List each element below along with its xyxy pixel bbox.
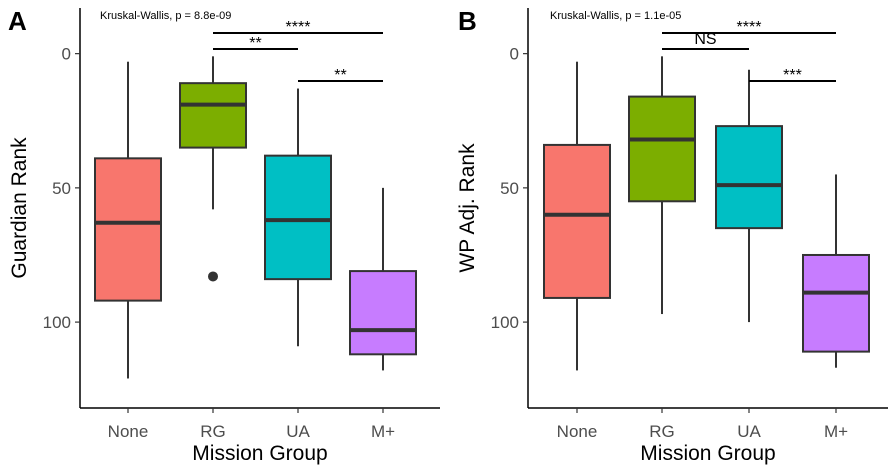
- x-tick-label: RG: [649, 422, 675, 441]
- y-tick-label: 0: [62, 45, 71, 64]
- significance-label: NS: [694, 31, 716, 48]
- box-none: [94, 61, 162, 379]
- panel-label: B: [458, 6, 477, 36]
- x-tick-label: M+: [371, 422, 395, 441]
- x-axis-title: Mission Group: [640, 442, 775, 465]
- box-m-plus: [802, 174, 870, 368]
- x-tick-label: UA: [286, 422, 310, 441]
- y-tick-label: 50: [500, 179, 519, 198]
- x-tick-label: None: [557, 422, 598, 441]
- box-rg: [179, 56, 247, 282]
- x-tick-label: None: [108, 422, 149, 441]
- box-ua: [715, 69, 783, 323]
- box-rect: [715, 125, 783, 230]
- y-tick-label: 100: [43, 313, 71, 332]
- box-ua: [264, 88, 332, 347]
- significance-label: ****: [286, 19, 311, 36]
- y-tick-label: 0: [510, 45, 519, 64]
- x-tick-label: RG: [200, 422, 226, 441]
- box-rect: [179, 82, 247, 149]
- significance-label: **: [249, 35, 261, 52]
- x-axis-title: Mission Group: [192, 442, 327, 465]
- box-m-plus: [349, 187, 417, 371]
- box-none: [543, 61, 611, 371]
- box-rect: [628, 95, 696, 203]
- y-axis-title: WP Adj. Rank: [456, 143, 479, 273]
- y-tick-label: 50: [52, 179, 71, 198]
- box-rect: [264, 154, 332, 281]
- box-rect: [802, 253, 870, 353]
- significance-label: **: [334, 67, 346, 84]
- panel-label: A: [8, 6, 27, 36]
- panel-b: 0 50 100 None RG UA M+ **** NS *** Mission Group WP…: [456, 6, 888, 465]
- kruskal-wallis-annotation: Kruskal-Wallis, p = 8.8e-09: [100, 10, 231, 22]
- significance-label: ****: [737, 19, 762, 36]
- significance-label: ***: [783, 67, 802, 84]
- kruskal-wallis-annotation: Kruskal-Wallis, p = 1.1e-05: [550, 10, 681, 22]
- outlier-point: [208, 271, 218, 282]
- box-rect: [349, 270, 417, 356]
- box-rect: [94, 157, 162, 302]
- y-axis-title: Guardian Rank: [8, 137, 31, 279]
- box-rg: [628, 56, 696, 315]
- x-tick-label: UA: [737, 422, 761, 441]
- y-tick-label: 100: [491, 313, 519, 332]
- x-tick-label: M+: [824, 422, 848, 441]
- box-rect: [543, 143, 611, 299]
